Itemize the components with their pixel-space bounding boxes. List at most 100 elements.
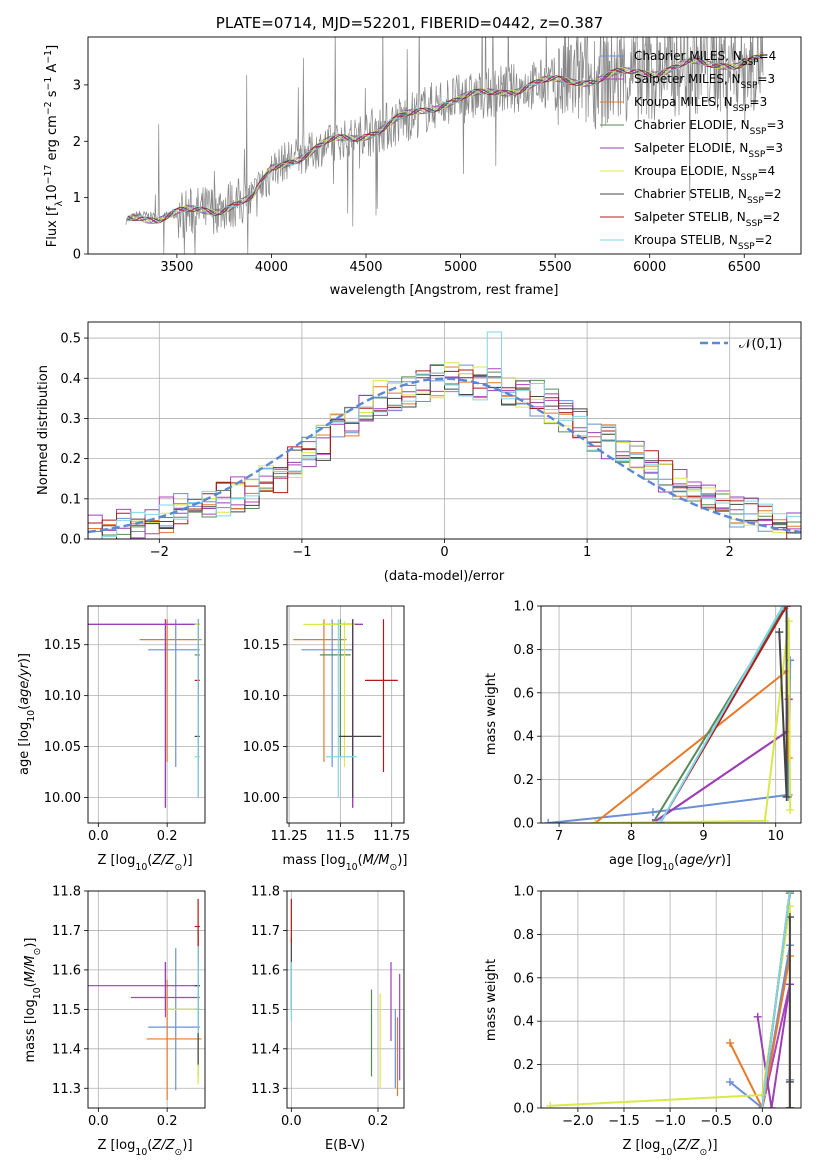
y-axis-label-part: ] (45, 45, 60, 50)
x-tick-label: 5500 (539, 260, 572, 275)
plot-area (88, 898, 202, 1101)
legend-label-text: Salpeter STELIB, N (634, 210, 746, 224)
axes-frame (87, 605, 206, 824)
y-axis-label-part: 10 (45, 184, 60, 201)
mass-weight-marker (758, 1104, 767, 1108)
x-tick-label: 11.25 (270, 829, 307, 844)
x-tick-label: 0 (440, 545, 448, 560)
x-axis-label: wavelength [Angstrom, rest frame] (330, 283, 559, 298)
mass-weight-marker (767, 1104, 776, 1108)
x-axis-label-part: ⊙ (700, 1147, 708, 1158)
x-axis-label: age [log10(age/yr)] (609, 853, 731, 873)
x-axis-label-part: M/M (363, 853, 390, 868)
chart-panel-1: −2 −1 0 1 2 0.0 0.1 0.2 0.3 0.4 0.5 (data-model)/er… (36, 321, 802, 584)
y-tick-label: 0.5 (60, 332, 81, 347)
y-axis-label-part: mass [log (23, 999, 38, 1062)
mass-weight-marker (775, 628, 784, 637)
legend-label-sub: SSP (741, 81, 758, 91)
x-axis-label: Z [log10(Z/Z⊙)] (622, 1138, 717, 1158)
mass-weight-marker (753, 1012, 762, 1021)
legend-label-sub: SSP (733, 104, 750, 114)
x-tick-label: 0.2 (368, 1114, 389, 1129)
x-axis-label: E(B-V) (325, 1138, 365, 1153)
legend-label-sub: SSP (742, 58, 759, 68)
legend-label-text: Kroupa ELODIE, N (634, 164, 741, 178)
x-axis-label-part: Z [log (97, 853, 135, 868)
legend-label: Salpeter STELIB, NSSP=2 (634, 210, 780, 229)
gridlines (287, 890, 404, 1108)
model-spectrum-line (127, 55, 764, 225)
y-axis-label-part: age/yr (17, 661, 32, 704)
x-axis-label-part: ⊙ (175, 862, 183, 873)
legend-label-sub: SSP (738, 242, 755, 252)
y-tick-label: 11.7 (251, 924, 280, 939)
x-axis-label: Z [log10(Z/Z⊙)] (97, 853, 192, 873)
x-tick-label: 8 (627, 829, 635, 844)
x-tick-label: 4500 (349, 260, 382, 275)
y-tick-label: 0.1 (60, 492, 81, 507)
legend-label-text: Chabrier STELIB, N (634, 187, 747, 201)
legend-label: Salpeter MILES, NSSP=3 (634, 72, 775, 91)
gridlines (287, 606, 404, 823)
mass-weight-line (778, 606, 788, 798)
y-tick-label: 0.2 (513, 773, 534, 788)
x-tick-label: 6000 (633, 260, 666, 275)
legend-label-value: =2 (764, 187, 782, 201)
y-tick-label: 0.0 (60, 533, 81, 548)
gridlines (88, 890, 205, 1108)
legend-label-value: =3 (750, 95, 768, 109)
legend-label-text: Chabrier MILES, N (634, 49, 742, 63)
legend-label: Kroupa ELODIE, NSSP=4 (634, 164, 775, 183)
y-axis-label-part: ⊙ (32, 948, 43, 956)
legend-label-sub: SSP (746, 219, 763, 229)
mass-weight-marker (648, 819, 657, 823)
y-tick-label: 10.05 (243, 740, 280, 755)
y-tick-label: 11.4 (251, 1042, 280, 1057)
mass-weight-marker (648, 808, 657, 817)
legend-label-value: =2 (755, 233, 773, 247)
legend-label-text: Salpeter MILES, N (634, 72, 741, 86)
x-axis-label-part: ⊙ (389, 862, 397, 873)
plot-area (546, 891, 794, 1108)
normal-curve (88, 377, 801, 534)
legend-label: Salpeter ELODIE, NSSP=3 (634, 141, 783, 160)
mass-weight-marker (786, 805, 795, 814)
legend-label-text: Salpeter ELODIE, N (634, 141, 748, 155)
y-axis-label-part: −2 (43, 101, 54, 115)
x-axis-label-part: 10 (660, 1147, 672, 1158)
legend-label-value: =3 (766, 118, 784, 132)
x-axis-label: mass [log10(M/M⊙)] (283, 853, 408, 873)
mass-weight-marker (782, 792, 791, 801)
x-tick-label: −1.0 (654, 1114, 686, 1129)
y-tick-label: 0.2 (513, 1058, 534, 1073)
y-axis-label-part: A (45, 64, 60, 77)
y-tick-label: 0.0 (513, 1102, 534, 1117)
y-tick-label: 1 (73, 191, 81, 206)
x-tick-label: 6500 (728, 260, 761, 275)
x-axis-label-part: ( (672, 1138, 677, 1153)
x-axis-label-part: ( (358, 853, 363, 868)
y-axis-label-part: λ (54, 200, 65, 206)
mass-weight-line (652, 607, 786, 823)
model-spectrum-line (127, 55, 764, 222)
legend-label-sub: SSP (748, 150, 765, 160)
y-tick-label: 11.3 (251, 1082, 280, 1097)
y-tick-label: 10.05 (44, 740, 81, 755)
mass-weight-marker (591, 819, 600, 823)
mass-weight-marker (785, 1077, 794, 1086)
y-tick-label: 3 (73, 78, 81, 93)
plot-area (125, 37, 764, 254)
y-axis-label: mass weight (484, 959, 499, 1041)
y-tick-label: 10.10 (44, 689, 81, 704)
y-tick-label: 11.5 (251, 1003, 280, 1018)
x-axis-label-part: mass [log (283, 853, 346, 868)
x-axis-label: Z [log10(Z/Z⊙)] (97, 1138, 192, 1158)
mass-weight-line (659, 606, 784, 823)
legend-label: Kroupa STELIB, NSSP=2 (634, 233, 772, 252)
y-axis-label-part: 10 (32, 987, 43, 999)
x-axis-label-part: 10 (346, 862, 358, 873)
x-tick-label: 0.0 (281, 1114, 302, 1129)
mass-weight-marker (785, 891, 794, 895)
legend-label-value: =3 (765, 141, 783, 155)
